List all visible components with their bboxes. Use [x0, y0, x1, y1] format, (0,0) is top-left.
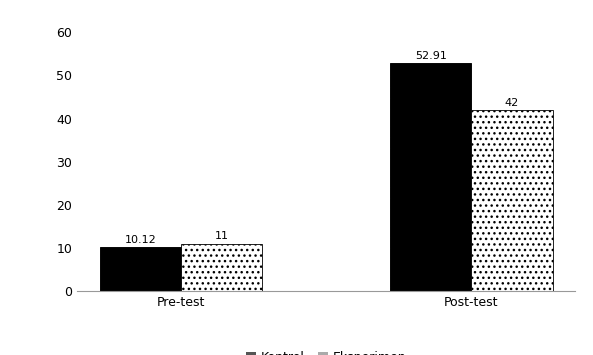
Bar	[390, 63, 471, 291]
Text: 52.91: 52.91	[415, 51, 447, 61]
Text: 10.12: 10.12	[125, 235, 156, 245]
Text: 42: 42	[505, 98, 519, 108]
Bar	[100, 247, 181, 291]
Bar	[181, 244, 262, 291]
Text: 11: 11	[215, 231, 229, 241]
Legend: Kontrol, Eksperimen: Kontrol, Eksperimen	[241, 346, 411, 355]
Bar	[471, 110, 553, 291]
